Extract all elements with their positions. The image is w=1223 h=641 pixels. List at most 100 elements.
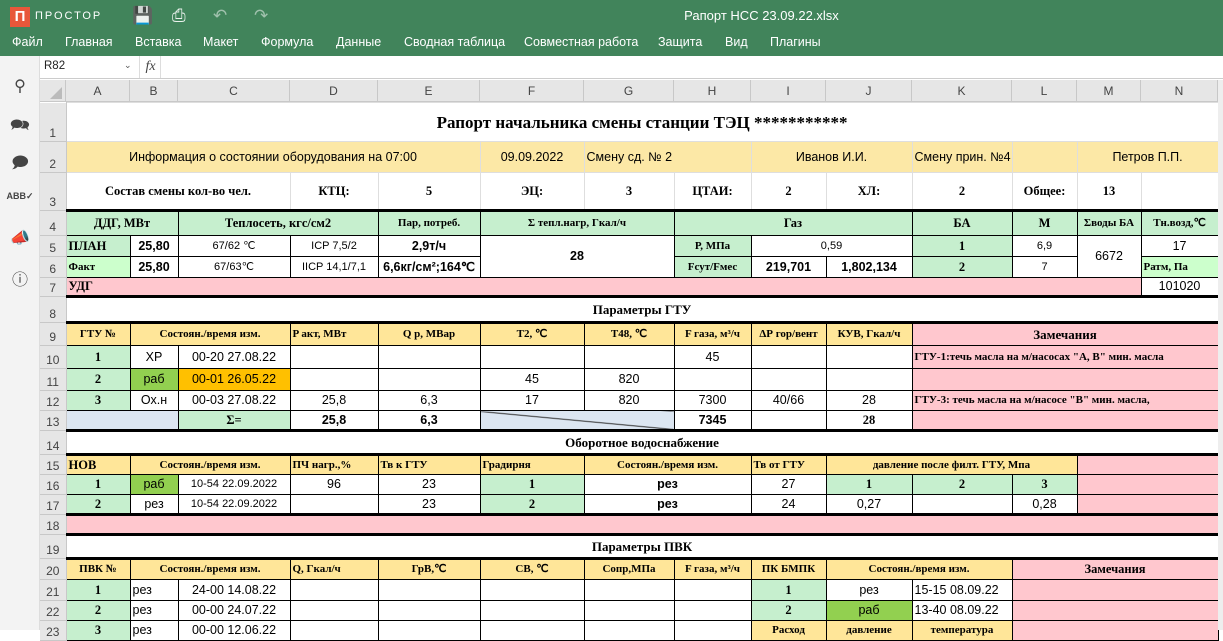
cell[interactable] [479, 579, 585, 601]
cell[interactable] [289, 600, 379, 621]
cell[interactable] [1140, 172, 1219, 211]
cell[interactable]: ICP 7,5/2 [289, 235, 379, 257]
menu-item[interactable]: Файл [12, 35, 43, 49]
chat-icon[interactable]: 🗩 [11, 155, 29, 172]
column-header[interactable]: E [378, 80, 480, 102]
menu-item[interactable]: Главная [65, 35, 113, 49]
cell[interactable]: Замечания [1011, 557, 1219, 580]
chevron-down-icon[interactable]: ⌄ [124, 60, 132, 70]
cell[interactable]: Состав смены кол-во чел. [65, 172, 291, 211]
cell[interactable]: 3 [583, 172, 675, 211]
redo-icon[interactable]: ↷ [254, 6, 269, 25]
column-header[interactable]: G [584, 80, 674, 102]
row-header[interactable]: 18 [40, 514, 67, 535]
cell[interactable]: Р, МПа [673, 235, 752, 257]
column-header[interactable]: H [674, 80, 751, 102]
cell[interactable]: Смену прин. №4 [911, 141, 1013, 173]
cell[interactable]: ПЧ нагр.,% [289, 453, 379, 475]
cell[interactable] [289, 579, 379, 601]
cell[interactable]: 2 [65, 600, 131, 621]
column-header[interactable]: M [1077, 80, 1141, 102]
cell[interactable] [1076, 494, 1219, 515]
cell[interactable]: ГТУ-1:течь масла на м/насосах "А, В" мин… [911, 345, 1219, 369]
cell[interactable]: Петров П.П. [1076, 141, 1219, 173]
cell[interactable]: ГТУ-3: течь масла на м/насосе "В" мин. м… [911, 390, 1219, 411]
row-header[interactable]: 10 [40, 345, 67, 369]
row-header[interactable]: 8 [40, 296, 67, 323]
cell[interactable]: 13-40 08.09.22 [911, 600, 1013, 621]
cell[interactable] [673, 579, 752, 601]
row-header[interactable]: 1 [40, 102, 67, 142]
column-header[interactable]: A [66, 80, 130, 102]
cell[interactable]: 5 [377, 172, 481, 211]
cell[interactable]: 2 [911, 172, 1013, 211]
cell[interactable]: ГТУ № [65, 321, 131, 346]
cell[interactable] [289, 620, 379, 641]
menu-item[interactable]: Плагины [770, 35, 821, 49]
row-header[interactable]: 3 [40, 172, 67, 211]
cell[interactable] [289, 345, 379, 369]
cell[interactable]: давление [825, 620, 913, 641]
cell[interactable] [377, 600, 481, 621]
cell[interactable]: 17 [1140, 235, 1219, 257]
cell[interactable]: раб [129, 368, 179, 391]
cell[interactable]: 0,28 [1011, 494, 1078, 515]
column-header[interactable]: F [480, 80, 584, 102]
cell[interactable]: БА [911, 209, 1013, 236]
cell[interactable] [911, 368, 1219, 391]
cell[interactable]: 25,8 [289, 390, 379, 411]
cell[interactable]: УДГ [65, 277, 1142, 297]
name-box[interactable]: R82 ⌄ [40, 56, 140, 78]
cell[interactable] [750, 410, 827, 431]
cell[interactable]: ДДГ, МВт [65, 209, 179, 236]
cell[interactable]: 1,802,134 [825, 256, 913, 278]
cell[interactable]: КУВ, Гкал/ч [825, 321, 913, 346]
cell[interactable]: 7300 [673, 390, 752, 411]
menu-item[interactable]: Вставка [135, 35, 182, 49]
cell[interactable] [377, 368, 481, 391]
cell[interactable]: 1 [65, 474, 131, 495]
row-header[interactable]: 23 [40, 620, 67, 641]
cell[interactable]: 2 [479, 494, 585, 515]
cell[interactable]: ГрВ,℃ [377, 557, 481, 580]
print-icon[interactable]: ⎙ [172, 6, 186, 25]
cell[interactable]: ПК БМПК [750, 557, 827, 580]
cell[interactable] [825, 368, 913, 391]
cell[interactable] [673, 368, 752, 391]
cell[interactable]: Состоян./время изм. [129, 453, 291, 475]
cell[interactable]: Газ [673, 209, 913, 236]
cell[interactable]: 7 [1011, 256, 1078, 278]
row-header[interactable]: 12 [40, 390, 67, 411]
cell[interactable]: 00-00 12.06.22 [177, 620, 291, 641]
cell[interactable] [673, 600, 752, 621]
cell[interactable]: ЦТАИ: [673, 172, 752, 211]
cell[interactable]: Информация о состоянии оборудования на 0… [65, 141, 481, 173]
cell[interactable]: 45 [479, 368, 585, 391]
row-header[interactable]: 19 [40, 534, 67, 559]
cell[interactable]: Q р, МВар [377, 321, 481, 346]
cell[interactable]: 23 [377, 494, 481, 515]
cell[interactable] [479, 345, 585, 369]
cell[interactable]: Оборотное водоснабжение [65, 429, 1219, 455]
cell[interactable]: 6672 [1076, 235, 1142, 278]
cell[interactable]: 3 [1011, 474, 1078, 495]
cell[interactable]: 10-54 22.09.2022 [177, 474, 291, 495]
menu-item[interactable]: Формула [261, 35, 314, 49]
cell[interactable]: P акт, МВт [289, 321, 379, 346]
cell[interactable]: рез [129, 579, 179, 601]
cell[interactable]: 10-54 22.09.2022 [177, 494, 291, 515]
cell[interactable]: 24-00 14.08.22 [177, 579, 291, 601]
cell[interactable]: 27 [750, 474, 827, 495]
cell[interactable] [583, 345, 675, 369]
cell[interactable]: 101020 [1140, 277, 1219, 297]
cell[interactable]: рез [583, 474, 752, 495]
cell[interactable]: СВ, ℃ [479, 557, 585, 580]
cell[interactable]: Градирня [479, 453, 585, 475]
cell[interactable]: 28 [825, 410, 913, 431]
cell[interactable]: F газа, м³/ч [673, 321, 752, 346]
cell[interactable]: 28 [825, 390, 913, 411]
menu-item[interactable]: Вид [725, 35, 748, 49]
cell[interactable]: Тв от ГТУ [750, 453, 827, 475]
cell[interactable]: 2 [65, 368, 131, 391]
cell[interactable]: 0,59 [750, 235, 913, 257]
